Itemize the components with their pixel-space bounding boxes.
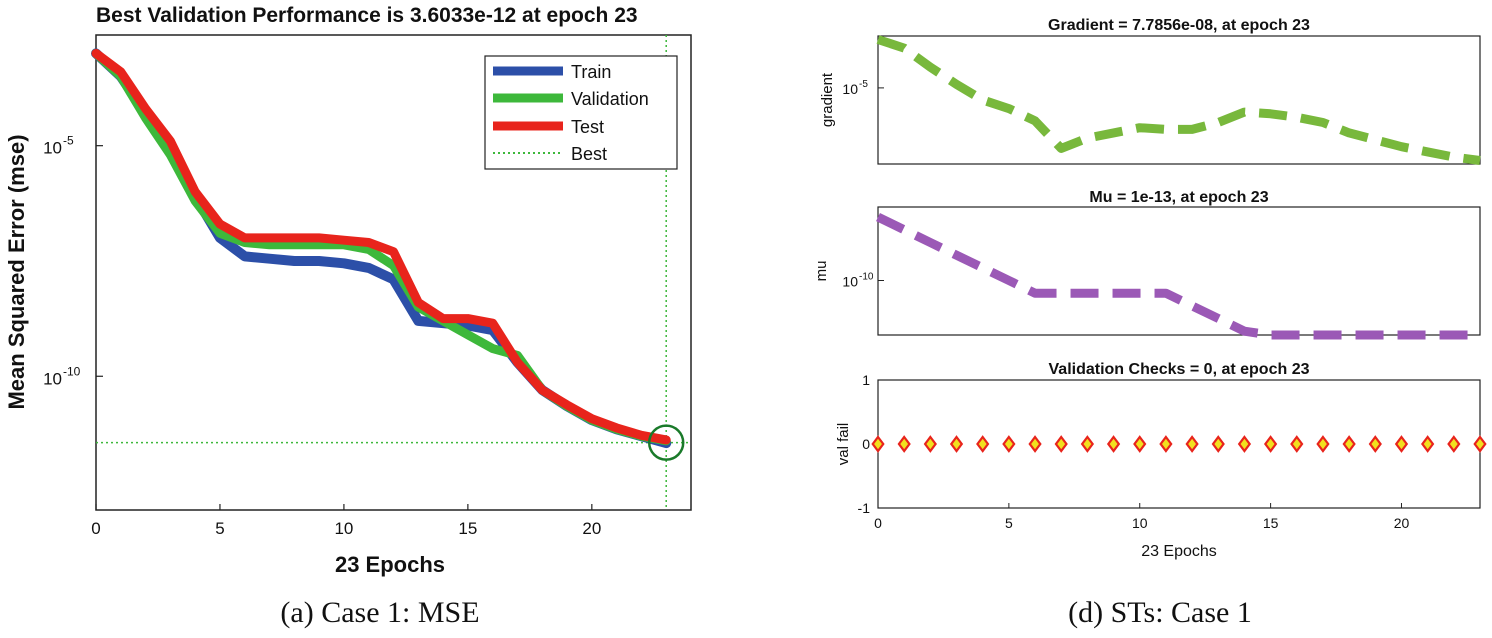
valfail-point bbox=[1394, 435, 1409, 453]
valfail-xtick-label: 15 bbox=[1263, 515, 1279, 531]
valfail-point bbox=[923, 435, 937, 453]
legend-label-train: Train bbox=[571, 62, 611, 82]
valfail-point bbox=[1263, 435, 1278, 453]
valfail-point bbox=[1002, 435, 1016, 453]
valfail-xtick-label: 5 bbox=[1005, 515, 1013, 531]
legend-label-best: Best bbox=[571, 144, 607, 164]
valfail-plot-area bbox=[877, 379, 1481, 509]
mse-xtick-label: 15 bbox=[458, 519, 477, 538]
mse-ytick-exponent: -10 bbox=[63, 364, 81, 378]
gradient-title: Gradient = 7.7856e-08, at epoch 23 bbox=[1048, 17, 1310, 34]
valfail-point bbox=[897, 435, 911, 453]
mse-series-test bbox=[91, 48, 671, 445]
valfail-point bbox=[871, 435, 885, 453]
valfail-point bbox=[1080, 435, 1095, 453]
valfail-ytick-label: 0 bbox=[862, 436, 870, 452]
valfail-ytick-label: 1 bbox=[862, 372, 870, 388]
gradient-ytick-label: 10 bbox=[842, 81, 858, 97]
gradient-ytick-exponent: -5 bbox=[859, 79, 868, 90]
mu-ytick-exponent: -10 bbox=[859, 272, 874, 283]
valfail-point bbox=[1211, 435, 1225, 453]
valfail-point bbox=[1421, 435, 1435, 453]
valfail-point bbox=[1447, 435, 1461, 453]
valfail-point bbox=[1473, 435, 1487, 453]
valfail-ylabel: val fail bbox=[835, 423, 852, 466]
mu-title: Mu = 1e-13, at epoch 23 bbox=[1089, 189, 1268, 206]
legend-label-test: Test bbox=[571, 117, 604, 137]
valfail-xtick-label: 10 bbox=[1132, 515, 1148, 531]
mse-ytick-exponent: -5 bbox=[63, 134, 74, 148]
caption-d: (d) STs: Case 1 bbox=[1068, 596, 1252, 629]
valfail-ytick-label: -1 bbox=[858, 500, 871, 516]
mse-xlabel: 23 Epochs bbox=[335, 552, 445, 577]
caption-a: (a) Case 1: MSE bbox=[280, 596, 479, 629]
gradient-plot-area bbox=[877, 35, 1481, 165]
mu-plot-area bbox=[877, 206, 1481, 336]
mse-ytick-label: 10 bbox=[43, 139, 62, 158]
valfail-point bbox=[1106, 435, 1121, 453]
mse-legend: Train Validation Test Best bbox=[484, 55, 678, 170]
mse-chart: Best Validation Performance is 3.6033e-1… bbox=[4, 4, 692, 629]
training-state-panels: Gradient = 7.7856e-08, at epoch 23 gradi… bbox=[813, 17, 1487, 629]
valfail-point bbox=[1028, 435, 1042, 453]
valfail-point bbox=[949, 435, 964, 453]
valfail-point bbox=[1237, 435, 1252, 453]
mse-xtick-label: 20 bbox=[582, 519, 601, 538]
mse-ylabel: Mean Squared Error (mse) bbox=[4, 134, 29, 409]
mu-series bbox=[876, 213, 1480, 340]
gradient-ylabel: gradient bbox=[819, 72, 836, 127]
valfail-point bbox=[1316, 435, 1330, 453]
valfail-xtick-label: 0 bbox=[874, 515, 882, 531]
mse-xtick-label: 5 bbox=[215, 519, 224, 538]
valfail-title: Validation Checks = 0, at epoch 23 bbox=[1049, 361, 1310, 378]
valfail-point bbox=[1342, 435, 1356, 453]
valfail-point bbox=[1133, 435, 1147, 453]
mse-xtick-label: 10 bbox=[334, 519, 353, 538]
mse-title: Best Validation Performance is 3.6033e-1… bbox=[96, 4, 638, 27]
valfail-xtick-label: 20 bbox=[1394, 515, 1410, 531]
valfail-point bbox=[1159, 435, 1173, 453]
valfail-point bbox=[1054, 435, 1068, 453]
valfail-point bbox=[1368, 435, 1382, 453]
valfail-xlabel: 23 Epochs bbox=[1141, 543, 1217, 560]
best-point-marker bbox=[647, 424, 685, 461]
mse-ytick-label: 10 bbox=[43, 369, 62, 388]
mu-ylabel: mu bbox=[813, 261, 830, 282]
valfail-point bbox=[1185, 435, 1199, 453]
legend-label-validation: Validation bbox=[571, 89, 649, 109]
mu-ytick-label: 10 bbox=[842, 274, 858, 290]
valfail-point bbox=[1290, 435, 1304, 453]
gradient-series bbox=[876, 35, 1481, 165]
mse-xtick-label: 0 bbox=[91, 519, 100, 538]
valfail-point bbox=[976, 435, 990, 453]
